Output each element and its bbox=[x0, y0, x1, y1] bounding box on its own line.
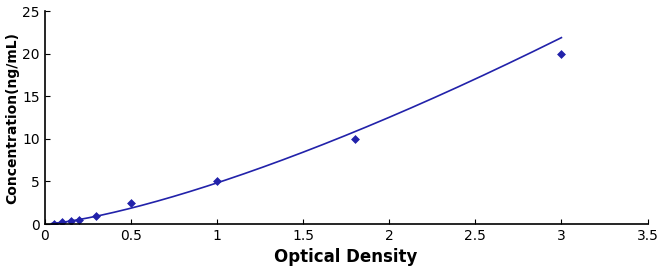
Point bbox=[349, 137, 360, 141]
Point bbox=[125, 200, 136, 205]
Point bbox=[49, 222, 60, 226]
Point bbox=[91, 213, 102, 218]
X-axis label: Optical Density: Optical Density bbox=[274, 248, 418, 267]
Point bbox=[56, 220, 67, 224]
Point bbox=[212, 179, 222, 184]
Y-axis label: Concentration(ng/mL): Concentration(ng/mL) bbox=[5, 32, 19, 203]
Point bbox=[74, 218, 84, 222]
Point bbox=[556, 51, 566, 56]
Point bbox=[65, 219, 76, 224]
